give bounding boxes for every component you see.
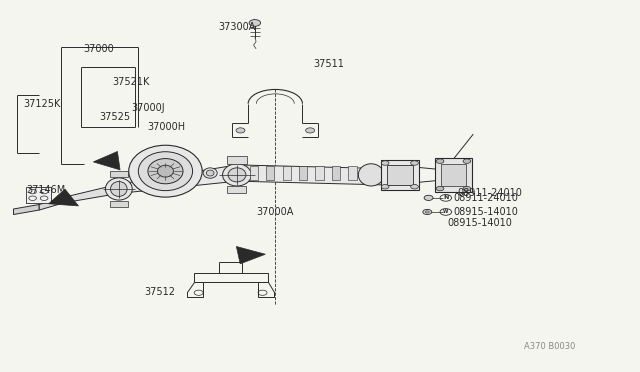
Polygon shape bbox=[193, 273, 268, 282]
Polygon shape bbox=[266, 166, 275, 180]
Polygon shape bbox=[237, 165, 384, 185]
Circle shape bbox=[236, 128, 245, 133]
Polygon shape bbox=[39, 197, 65, 210]
Circle shape bbox=[424, 195, 433, 201]
Circle shape bbox=[306, 128, 315, 133]
Polygon shape bbox=[381, 160, 419, 190]
Ellipse shape bbox=[223, 164, 252, 186]
Circle shape bbox=[436, 186, 444, 191]
Text: A370 B0030: A370 B0030 bbox=[524, 341, 576, 350]
Polygon shape bbox=[227, 186, 246, 193]
Polygon shape bbox=[348, 166, 356, 180]
Polygon shape bbox=[187, 282, 203, 297]
Polygon shape bbox=[365, 166, 373, 180]
Text: 08915-14010: 08915-14010 bbox=[448, 218, 513, 228]
Polygon shape bbox=[93, 151, 120, 170]
Circle shape bbox=[463, 159, 470, 163]
Ellipse shape bbox=[203, 168, 217, 178]
Text: N: N bbox=[443, 195, 449, 201]
Polygon shape bbox=[387, 164, 413, 185]
Text: 37525: 37525 bbox=[100, 112, 131, 122]
Ellipse shape bbox=[228, 168, 246, 182]
Polygon shape bbox=[283, 166, 291, 180]
Text: 37512: 37512 bbox=[145, 286, 175, 296]
Polygon shape bbox=[236, 247, 266, 264]
Polygon shape bbox=[250, 166, 258, 180]
Polygon shape bbox=[65, 184, 119, 203]
Polygon shape bbox=[316, 166, 324, 180]
Text: 37125K: 37125K bbox=[23, 99, 60, 109]
Circle shape bbox=[463, 186, 470, 191]
Ellipse shape bbox=[111, 182, 127, 196]
Text: 08911-24010: 08911-24010 bbox=[454, 193, 518, 203]
Text: 37000: 37000 bbox=[84, 44, 115, 54]
Ellipse shape bbox=[358, 164, 384, 186]
Text: 37000H: 37000H bbox=[148, 122, 186, 132]
Text: 37521K: 37521K bbox=[113, 77, 150, 87]
Polygon shape bbox=[442, 164, 466, 186]
Polygon shape bbox=[13, 205, 39, 215]
Text: 37146M: 37146M bbox=[26, 185, 65, 195]
Polygon shape bbox=[49, 189, 79, 206]
Text: 37511: 37511 bbox=[314, 59, 344, 69]
Polygon shape bbox=[258, 282, 274, 297]
Polygon shape bbox=[435, 158, 472, 192]
Bar bbox=[26, 187, 51, 203]
Circle shape bbox=[411, 161, 419, 165]
Text: 37300A: 37300A bbox=[218, 22, 255, 32]
Polygon shape bbox=[119, 165, 237, 193]
Ellipse shape bbox=[157, 165, 173, 177]
Ellipse shape bbox=[129, 145, 202, 197]
Ellipse shape bbox=[138, 152, 193, 190]
Polygon shape bbox=[110, 201, 128, 207]
Ellipse shape bbox=[148, 158, 183, 184]
Circle shape bbox=[426, 211, 429, 213]
Circle shape bbox=[423, 209, 432, 215]
Text: 37000A: 37000A bbox=[256, 207, 294, 217]
Polygon shape bbox=[299, 166, 307, 180]
Circle shape bbox=[436, 159, 444, 163]
Polygon shape bbox=[227, 156, 246, 164]
Polygon shape bbox=[110, 171, 128, 177]
Ellipse shape bbox=[106, 178, 132, 200]
Circle shape bbox=[249, 20, 260, 26]
Circle shape bbox=[381, 185, 389, 189]
Circle shape bbox=[411, 185, 419, 189]
Circle shape bbox=[381, 161, 389, 165]
Ellipse shape bbox=[206, 170, 214, 176]
Polygon shape bbox=[332, 166, 340, 180]
Text: 37000J: 37000J bbox=[132, 103, 165, 113]
Text: W: W bbox=[443, 209, 449, 214]
Text: 08915-14010: 08915-14010 bbox=[454, 207, 518, 217]
Text: 08911-24010: 08911-24010 bbox=[458, 188, 522, 198]
